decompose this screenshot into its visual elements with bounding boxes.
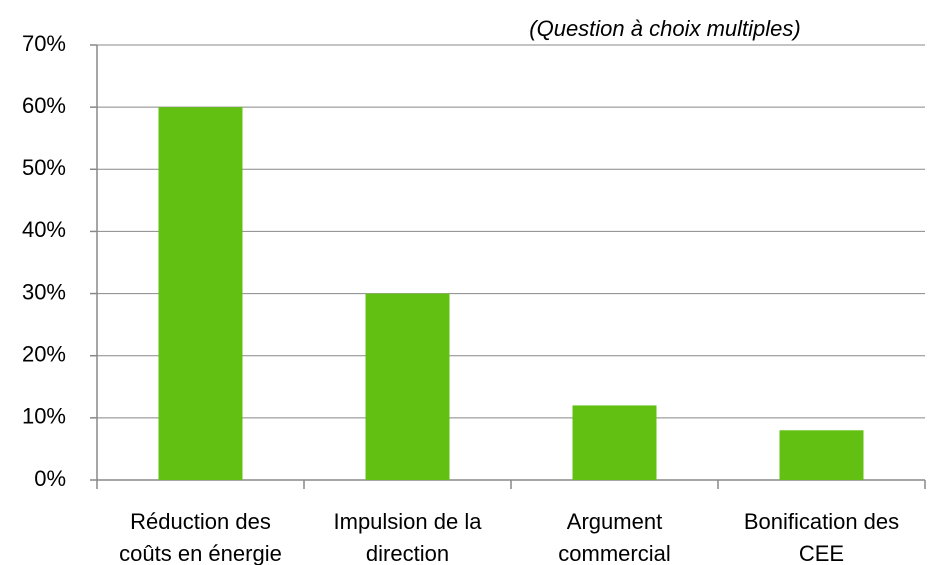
bar (158, 107, 243, 481)
x-tick-label: Bonification des CEE (744, 509, 899, 565)
bar (365, 293, 450, 480)
y-tick-label: 20% (22, 342, 66, 367)
bar (572, 405, 657, 480)
x-tick-label: Impulsion de la direction (334, 509, 483, 565)
y-tick-label: 30% (22, 279, 66, 304)
y-tick-label: 10% (22, 404, 66, 429)
x-tick-label: Argument commercial (558, 509, 670, 565)
y-tick-label: 0% (34, 466, 66, 491)
y-tick-label: 60% (22, 93, 66, 118)
x-tick-label: Réduction des coûts en énergie (119, 509, 282, 565)
chart-subtitle: (Question à choix multiples) (529, 16, 800, 41)
bar (779, 430, 864, 480)
y-tick-label: 50% (22, 155, 66, 180)
y-tick-label: 40% (22, 217, 66, 242)
y-tick-label: 70% (22, 31, 66, 56)
